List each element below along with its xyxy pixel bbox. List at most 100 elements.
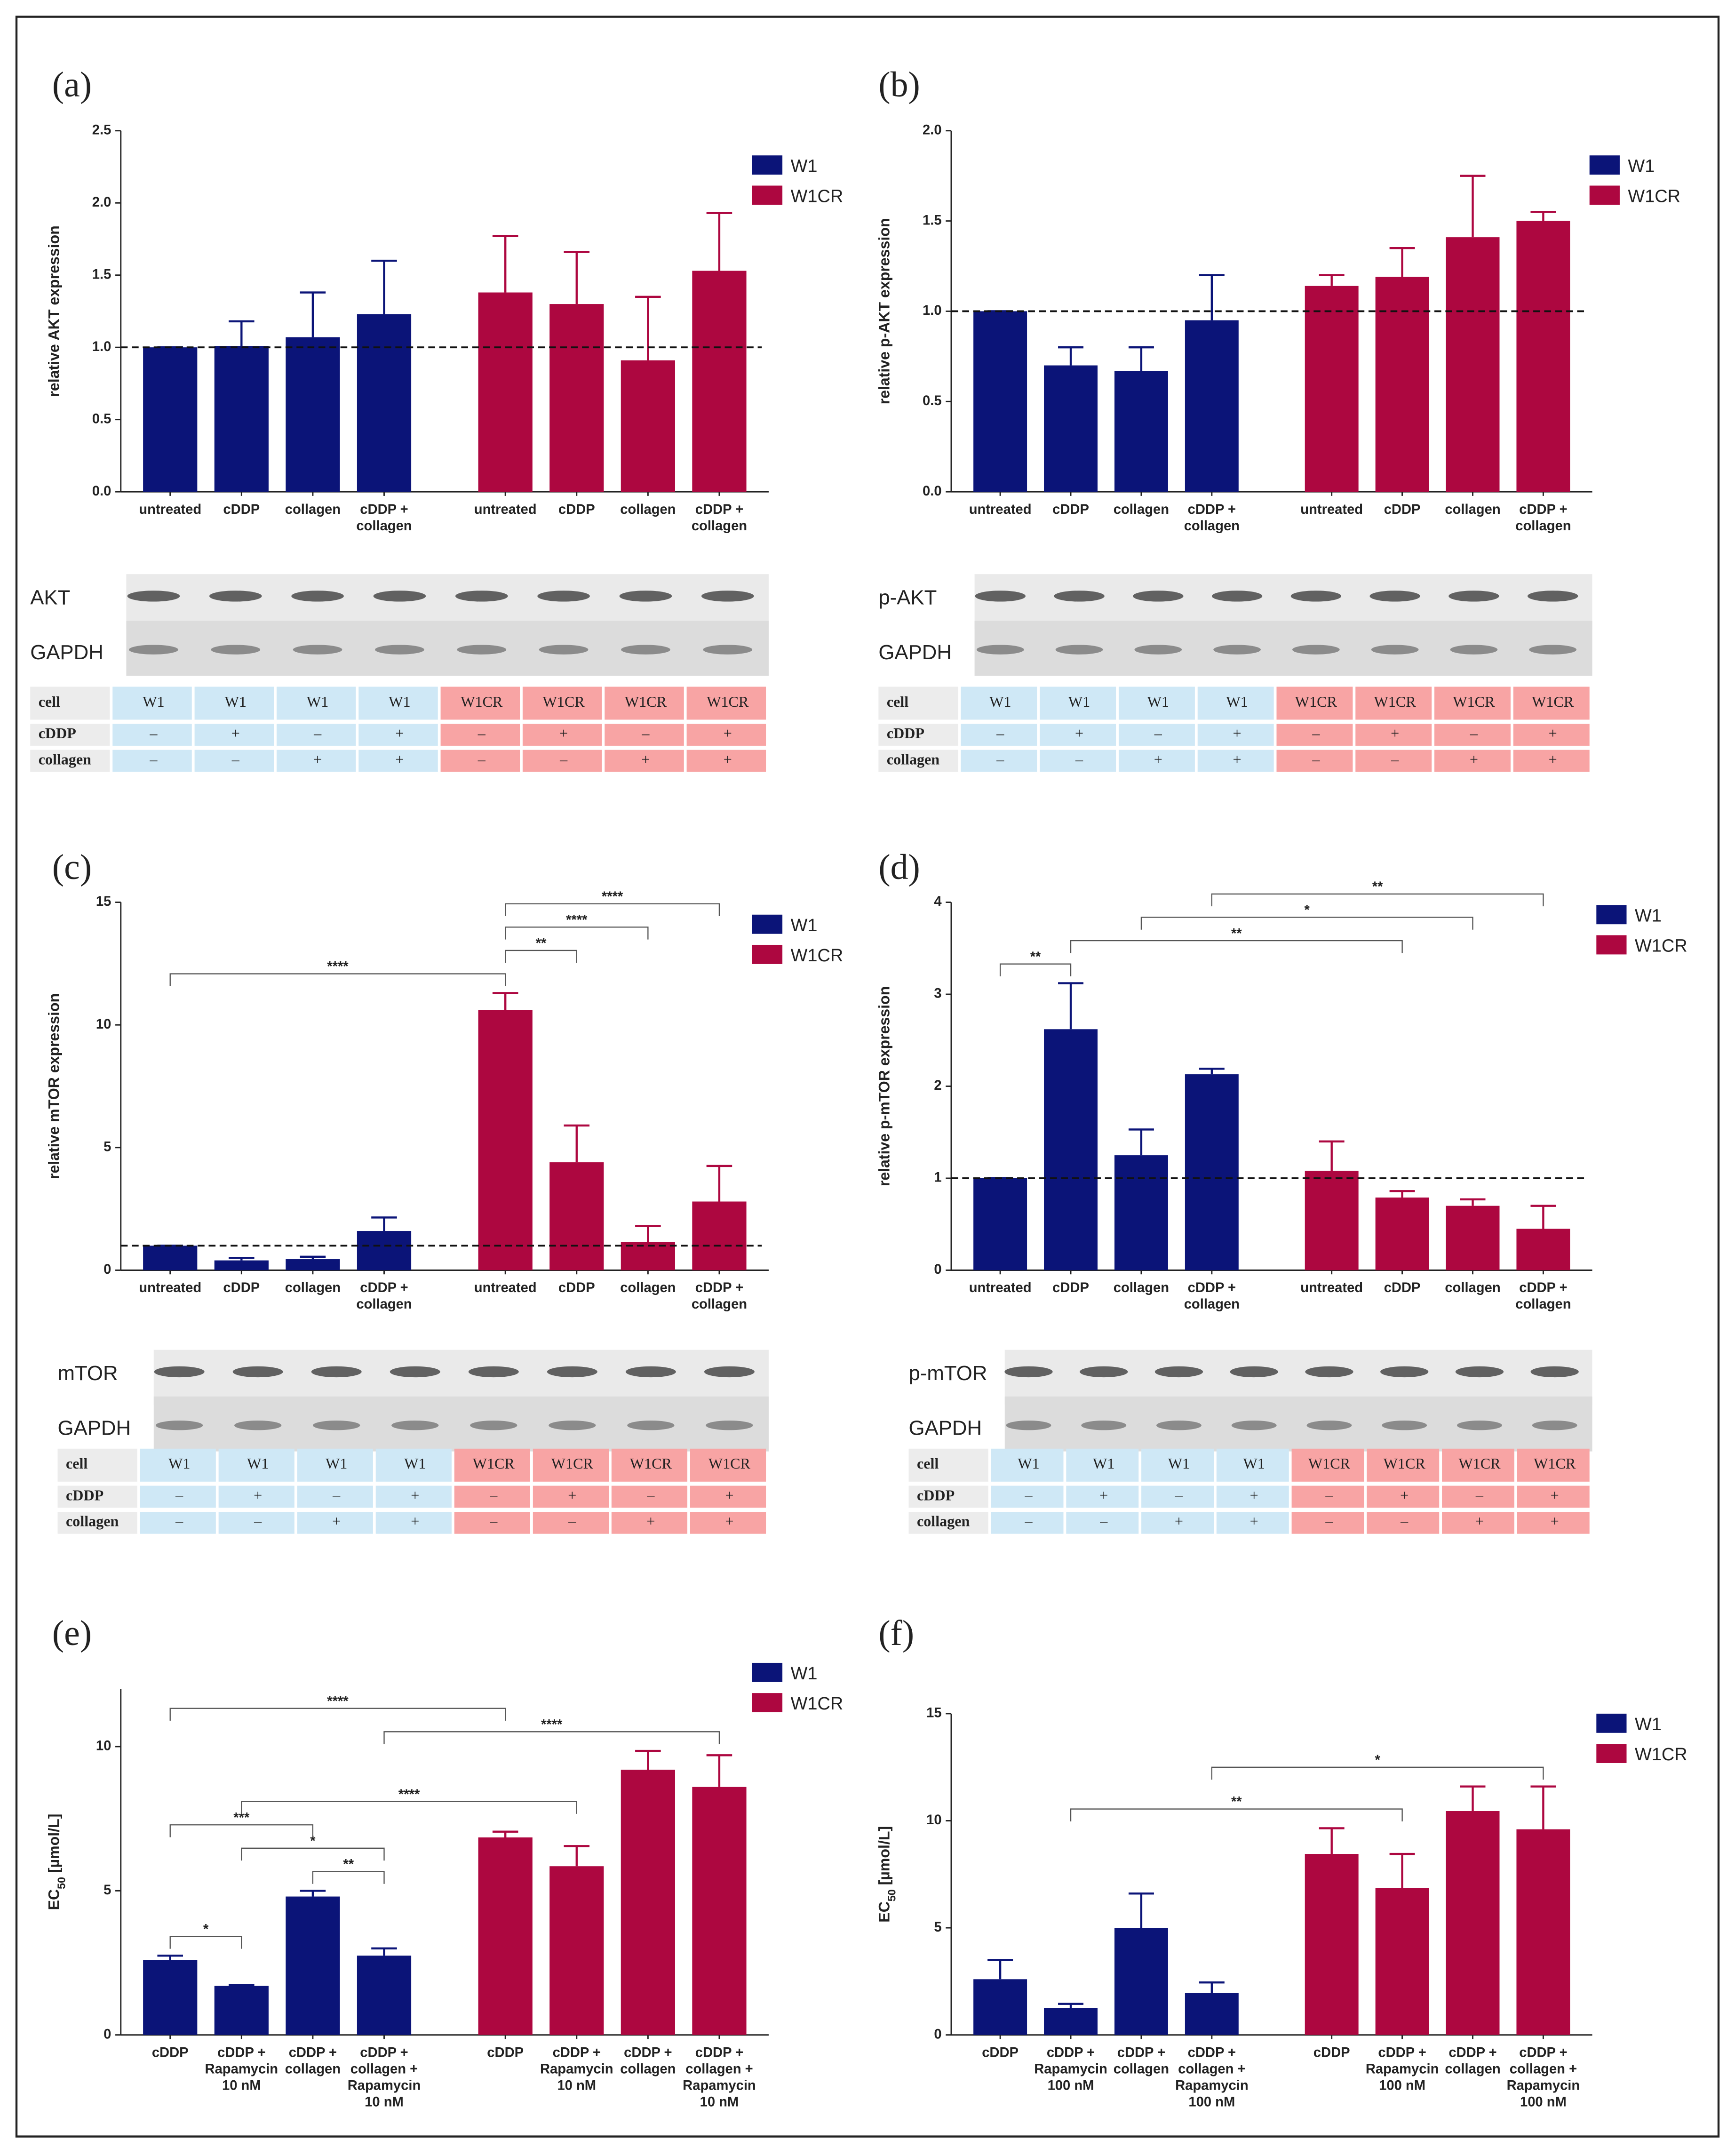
error-bar: [229, 320, 255, 346]
blot-band: [391, 1420, 439, 1430]
bar: [478, 1837, 533, 2035]
significance-bracket: [383, 1731, 720, 1744]
error-bar: [635, 1225, 661, 1242]
blot-image: [126, 574, 769, 629]
blot-band: [549, 1420, 596, 1430]
significance-bracket: [241, 1801, 577, 1814]
error-bar: [492, 1830, 518, 1837]
table-cell-text: W1CR: [1532, 693, 1574, 710]
bar: [1516, 1229, 1570, 1270]
table-row-label: collagen: [39, 751, 91, 767]
x-tick-label: cDDP: [487, 2045, 524, 2060]
table-cell-text: –: [568, 1513, 576, 1530]
significance-label: ****: [398, 1787, 420, 1802]
table-cell: [1197, 724, 1274, 746]
table-cell-text: –: [149, 725, 158, 742]
blot-band: [1457, 1420, 1502, 1430]
table-label-cell: [878, 687, 958, 720]
table-cell-text: W1CR: [1534, 1455, 1576, 1472]
table-label-cell: [878, 750, 958, 772]
blot-band: [311, 1366, 362, 1378]
table-row-label: cDDP: [917, 1486, 955, 1503]
x-tick-label: cDDP: [558, 1280, 595, 1295]
x-tick-label: cDDP: [1384, 502, 1421, 517]
table-cell-text: +: [254, 1486, 262, 1503]
table-cell-text: +: [1175, 1513, 1183, 1530]
table-cell-text: +: [1250, 1486, 1258, 1503]
y-tick-label: 15: [96, 894, 111, 909]
error-bar: [1058, 346, 1084, 366]
bar: [143, 1960, 198, 2035]
x-tick-label: cDDP + collagen: [356, 1280, 412, 1312]
bar: [1305, 1171, 1359, 1270]
table-label-cell: [57, 1512, 137, 1534]
x-tick-label: cDDP: [223, 502, 260, 517]
table-cell-text: +: [313, 751, 322, 767]
x-tick-label: collagen: [620, 1280, 676, 1295]
y-axis-label: relative mTOR expression: [45, 993, 62, 1179]
table-cell: [1355, 687, 1432, 720]
error-bar: [300, 1255, 326, 1260]
error-bar: [1199, 274, 1225, 320]
table-cell: [1367, 1512, 1440, 1534]
error-bar: [564, 251, 590, 304]
error-bar: [1058, 2003, 1084, 2008]
table-row-label: collagen: [887, 751, 939, 767]
table-cell-text: –: [175, 1513, 183, 1530]
bar: [973, 1178, 1027, 1270]
table-cell-text: W1CR: [543, 693, 585, 710]
table-cell-text: +: [1075, 725, 1083, 742]
blot-band: [1380, 1366, 1429, 1378]
table-cell-text: –: [1470, 725, 1478, 742]
legend-label: W1: [791, 1664, 818, 1684]
table-cell: [1118, 724, 1195, 746]
bar: [1044, 365, 1098, 492]
blot-band: [1156, 1420, 1202, 1430]
significance-label: **: [1231, 1795, 1242, 1810]
table-cell: [1355, 724, 1432, 746]
bar: [357, 1956, 412, 2035]
y-axis-label-part: relative p-AKT expression: [876, 218, 893, 405]
significance-label: **: [536, 936, 547, 951]
bar: [973, 1979, 1027, 2035]
blot-band: [1054, 591, 1105, 602]
error-bar: [564, 1124, 590, 1163]
significance-label: **: [1372, 879, 1383, 894]
y-tick-label: 0: [934, 1262, 941, 1277]
blot-band: [209, 591, 262, 602]
table-cell-text: –: [1400, 1513, 1409, 1530]
significance-bracket: [241, 1847, 385, 1861]
table-cell-text: W1CR: [461, 693, 503, 710]
y-tick-label: 0.0: [923, 484, 942, 499]
blot-band: [156, 1420, 203, 1430]
legend-swatch: [1596, 1744, 1627, 1763]
blot-band: [468, 1366, 519, 1378]
legend-swatch: [1596, 1713, 1627, 1733]
band-label: p-AKT: [878, 586, 937, 609]
x-tick-label: untreated: [139, 502, 201, 517]
x-tick-label: cDDP + Rapamycin 100 nM: [1366, 2045, 1439, 2093]
y-tick-label: 1.0: [923, 303, 942, 318]
y-tick-label: 10: [96, 1017, 111, 1032]
table-cell: [686, 687, 766, 720]
error-bar: [1199, 1981, 1225, 1993]
y-axis-label-part: relative AKT expression: [45, 225, 62, 397]
table-cell-text: –: [559, 751, 568, 767]
table-cell: [112, 724, 192, 746]
table-cell-text: –: [175, 1486, 183, 1503]
legend-swatch: [752, 185, 783, 205]
table-cell-text: W1: [1168, 1455, 1190, 1472]
legend-label: W1: [791, 916, 818, 935]
significance-bracket: [505, 926, 649, 940]
x-tick-label: cDDP: [558, 502, 595, 517]
x-tick-label: collagen: [285, 502, 341, 517]
x-tick-label: cDDP: [1384, 1280, 1421, 1295]
x-tick-label: untreated: [1300, 1280, 1363, 1295]
blot-band: [1305, 1366, 1353, 1378]
table-label-cell: [908, 1485, 988, 1508]
band-label: GAPDH: [878, 641, 952, 664]
table-cell-text: W1: [1068, 693, 1090, 710]
table-cell: [218, 1485, 294, 1508]
table-cell-text: –: [996, 751, 1004, 767]
